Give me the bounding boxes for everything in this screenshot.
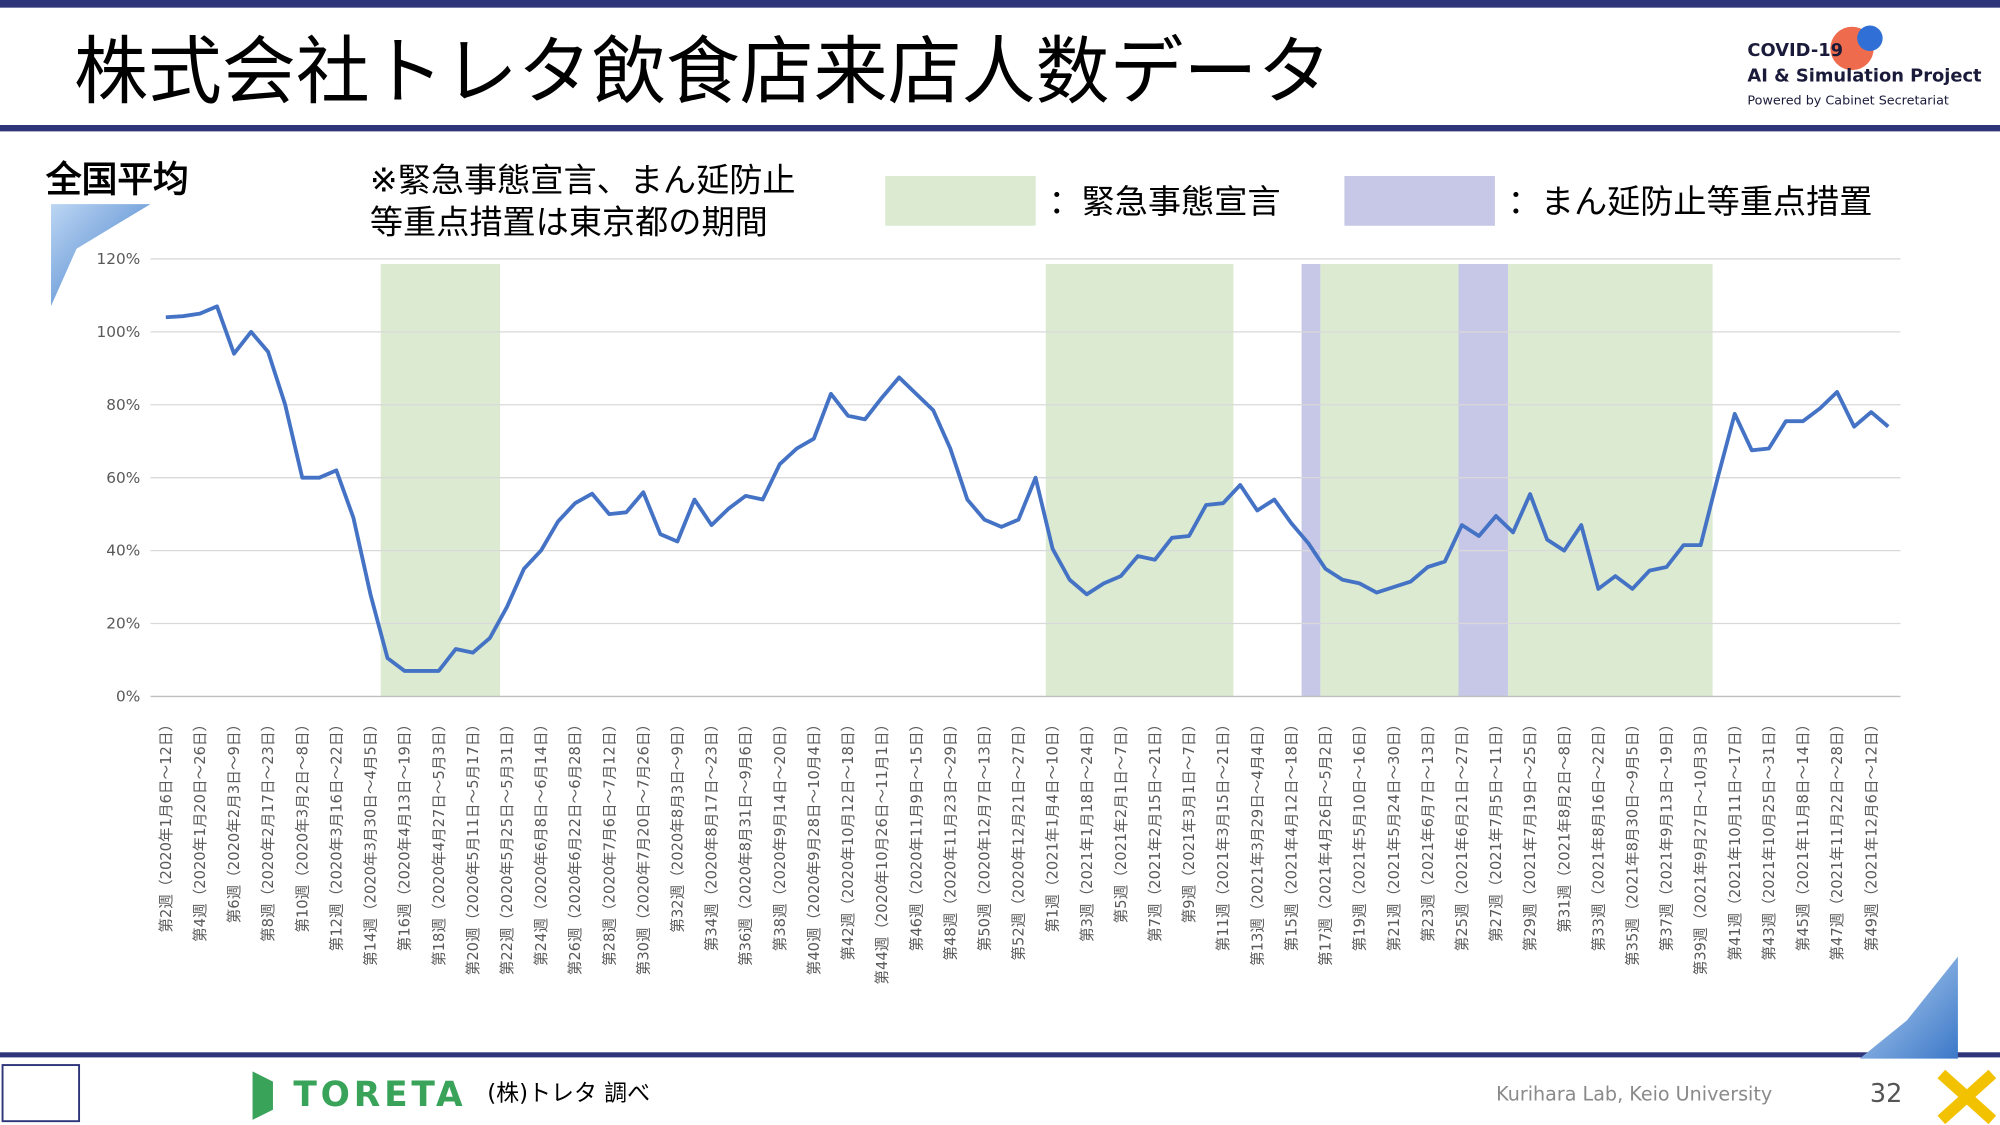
logo-text: COVID-19 [1747, 40, 1843, 61]
x-tick-label: 第50週（2020年12月7日～13日） [975, 717, 993, 951]
y-tick-label: 60% [106, 469, 140, 487]
cross-icon [1937, 1069, 1997, 1125]
logo-text: AI & Simulation Project [1747, 66, 1982, 87]
x-tick-label: 第44週（2020年10月26日～11月1日） [873, 717, 891, 985]
lab: Kurihara Lab, Keio University [1496, 1083, 1772, 1106]
brand: TORETA [293, 1075, 466, 1115]
x-tick-label: 第35週（2021年8月30日～9月5日） [1624, 717, 1642, 966]
x-tick-label: 第38週（2020年9月14日～20日） [771, 717, 789, 951]
x-tick-label: 第8週（2020年2月17日～23日） [259, 717, 277, 942]
x-tick-label: 第22週（2020年5月25日～5月31日） [498, 717, 516, 975]
x-tick-label: 第29週（2021年7月19日～25日） [1521, 717, 1539, 951]
x-tick-label: 第3週（2021年1月18日～24日） [1078, 717, 1096, 942]
x-tick-label: 第30週（2020年7月20日～7月26日） [634, 717, 652, 975]
x-tick-label: 第7週（2021年2月15日～21日） [1146, 717, 1164, 942]
x-tick-label: 第36週（2020年8月31日～9月6日） [737, 717, 755, 966]
x-tick-label: 第15週（2021年4月12日～18日） [1282, 717, 1300, 951]
x-tick-label: 第49週（2021年12月6日～12日） [1862, 717, 1880, 951]
x-tick-label: 第43週（2021年10月25日～31日） [1760, 717, 1778, 961]
x-tick-label: 第2週（2020年1月6日～12日） [157, 717, 175, 933]
x-tick-label: 第23週（2021年6月7日～13日） [1419, 717, 1437, 942]
title: 株式会社トレタ飲食店来店人数データ [74, 29, 1331, 115]
x-tick-label: 第47週（2021年11月22日～28日） [1828, 717, 1846, 961]
x-tick-label: 第39週（2021年9月27日～10月3日） [1692, 717, 1710, 975]
lab-logo [1, 1064, 81, 1123]
period-band [1301, 264, 1321, 697]
x-tick-label: 第31週（2021年8月2日～8日） [1555, 717, 1573, 933]
x-tick-label: 第37週（2021年9月13日～19日） [1658, 717, 1676, 951]
x-tick-label: 第16週（2020年4月13日～19日） [396, 717, 414, 951]
x-tick-label: 第21週（2021年5月24日～30日） [1385, 717, 1403, 951]
logo-text: Powered by Cabinet Secretariat [1747, 94, 1948, 109]
y-tick-label: 40% [106, 542, 140, 560]
x-tick-label: 第20週（2020年5月11日～5月17日） [464, 717, 482, 975]
data-line [165, 304, 1890, 673]
x-tick-label: 第19週（2021年5月10日～16日） [1351, 717, 1369, 951]
legend: ：緊急事態宣言 ：まん延防止等重点措置 [885, 176, 1872, 226]
y-tick-label: 100% [97, 323, 141, 341]
x-tick-label: 第5週（2021年2月1日～7日） [1112, 717, 1130, 924]
logo-dot [1857, 25, 1883, 52]
x-tick-label: 第33週（2021年8月16日～22日） [1589, 717, 1607, 951]
x-tick-label: 第26週（2020年6月22日～6月28日） [566, 717, 584, 975]
x-tick-label: 第42週（2020年10月12日～18日） [839, 717, 857, 961]
period-band [1045, 264, 1234, 697]
series-label: 全国平均 [45, 159, 189, 200]
x-tick-label: 第48週（2020年11月23日～29日） [941, 717, 959, 961]
corner-deco [1859, 956, 1958, 1059]
x-tick-label: 第28週（2020年7月6日～7月12日） [600, 717, 618, 966]
title-rule [0, 125, 2000, 132]
x-tick-label: 第12週（2020年3月16日～22日） [327, 717, 345, 951]
legend-label: ：まん延防止等重点措置 [1508, 182, 1873, 221]
note: ※緊急事態宣言、まん延防止 [370, 160, 796, 199]
x-tick-label: 第17週（2021年4月26日～5月2日） [1317, 717, 1335, 966]
legend-swatch [1344, 176, 1495, 226]
source: (株)トレタ 調べ [487, 1081, 650, 1107]
footer-rule [0, 1052, 2000, 1058]
top-bar [0, 0, 2000, 8]
y-tick-label: 120% [97, 250, 141, 268]
x-tick-label: 第18週（2020年4月27日～5月3日） [430, 717, 448, 966]
legend-label: ：緊急事態宣言 [1048, 182, 1280, 221]
period-band [1320, 264, 1459, 697]
x-tick-label: 第34週（2020年8月17日～23日） [703, 717, 721, 951]
corner-deco [51, 204, 151, 307]
x-tick-label: 第13週（2021年3月29日～4月4日） [1248, 717, 1266, 966]
period-band [1507, 264, 1713, 697]
x-tick-label: 第41週（2021年10月11日～17日） [1726, 717, 1744, 961]
y-tick-label: 80% [106, 396, 140, 414]
note: 等重点措置は東京都の期間 [370, 202, 768, 241]
plot: 0% 20% 40% 60% 80% 100% 120% 第2週（2020年1月6日～12日）… [97, 250, 1901, 985]
x-tick-label: 第6週（2020年2月3日～9日） [225, 717, 243, 924]
period-band [380, 264, 501, 697]
x-tick-label: 第14週（2020年3月30日～4月5日） [362, 717, 380, 966]
x-tick-label: 第11週（2021年3月15日～21日） [1214, 717, 1232, 951]
page-number: 32 [1870, 1079, 1902, 1109]
x-tick-label: 第52週（2020年12月21日～27日） [1010, 717, 1028, 961]
x-tick-label: 第1週（2021年1月4日～10日） [1044, 717, 1062, 933]
x-tick-label: 第45週（2021年11月8日～14日） [1794, 717, 1812, 951]
brand-icon [252, 1071, 273, 1120]
x-tick-label: 第4週（2020年1月20日～26日） [191, 717, 209, 942]
x-tick-label: 第32週（2020年8月3日～9日） [669, 717, 687, 933]
x-tick-label: 第25週（2021年6月21日～27日） [1453, 717, 1471, 951]
x-tick-label: 第9週（2021年3月1日～7日） [1180, 717, 1198, 924]
x-tick-label: 第40週（2020年9月28日～10月4日） [805, 717, 823, 975]
y-tick-label: 20% [106, 615, 140, 633]
x-tick-label: 第24週（2020年6月8日～6月14日） [532, 717, 550, 966]
x-tick-label: 第46週（2020年11月9日～15日） [907, 717, 925, 951]
x-tick-label: 第10週（2020年3月2日～8日） [293, 717, 311, 933]
period-band [1458, 264, 1508, 697]
y-tick-label: 0% [116, 688, 140, 706]
legend-swatch [885, 176, 1036, 226]
x-tick-label: 第27週（2021年7月5日～11日） [1487, 717, 1505, 942]
